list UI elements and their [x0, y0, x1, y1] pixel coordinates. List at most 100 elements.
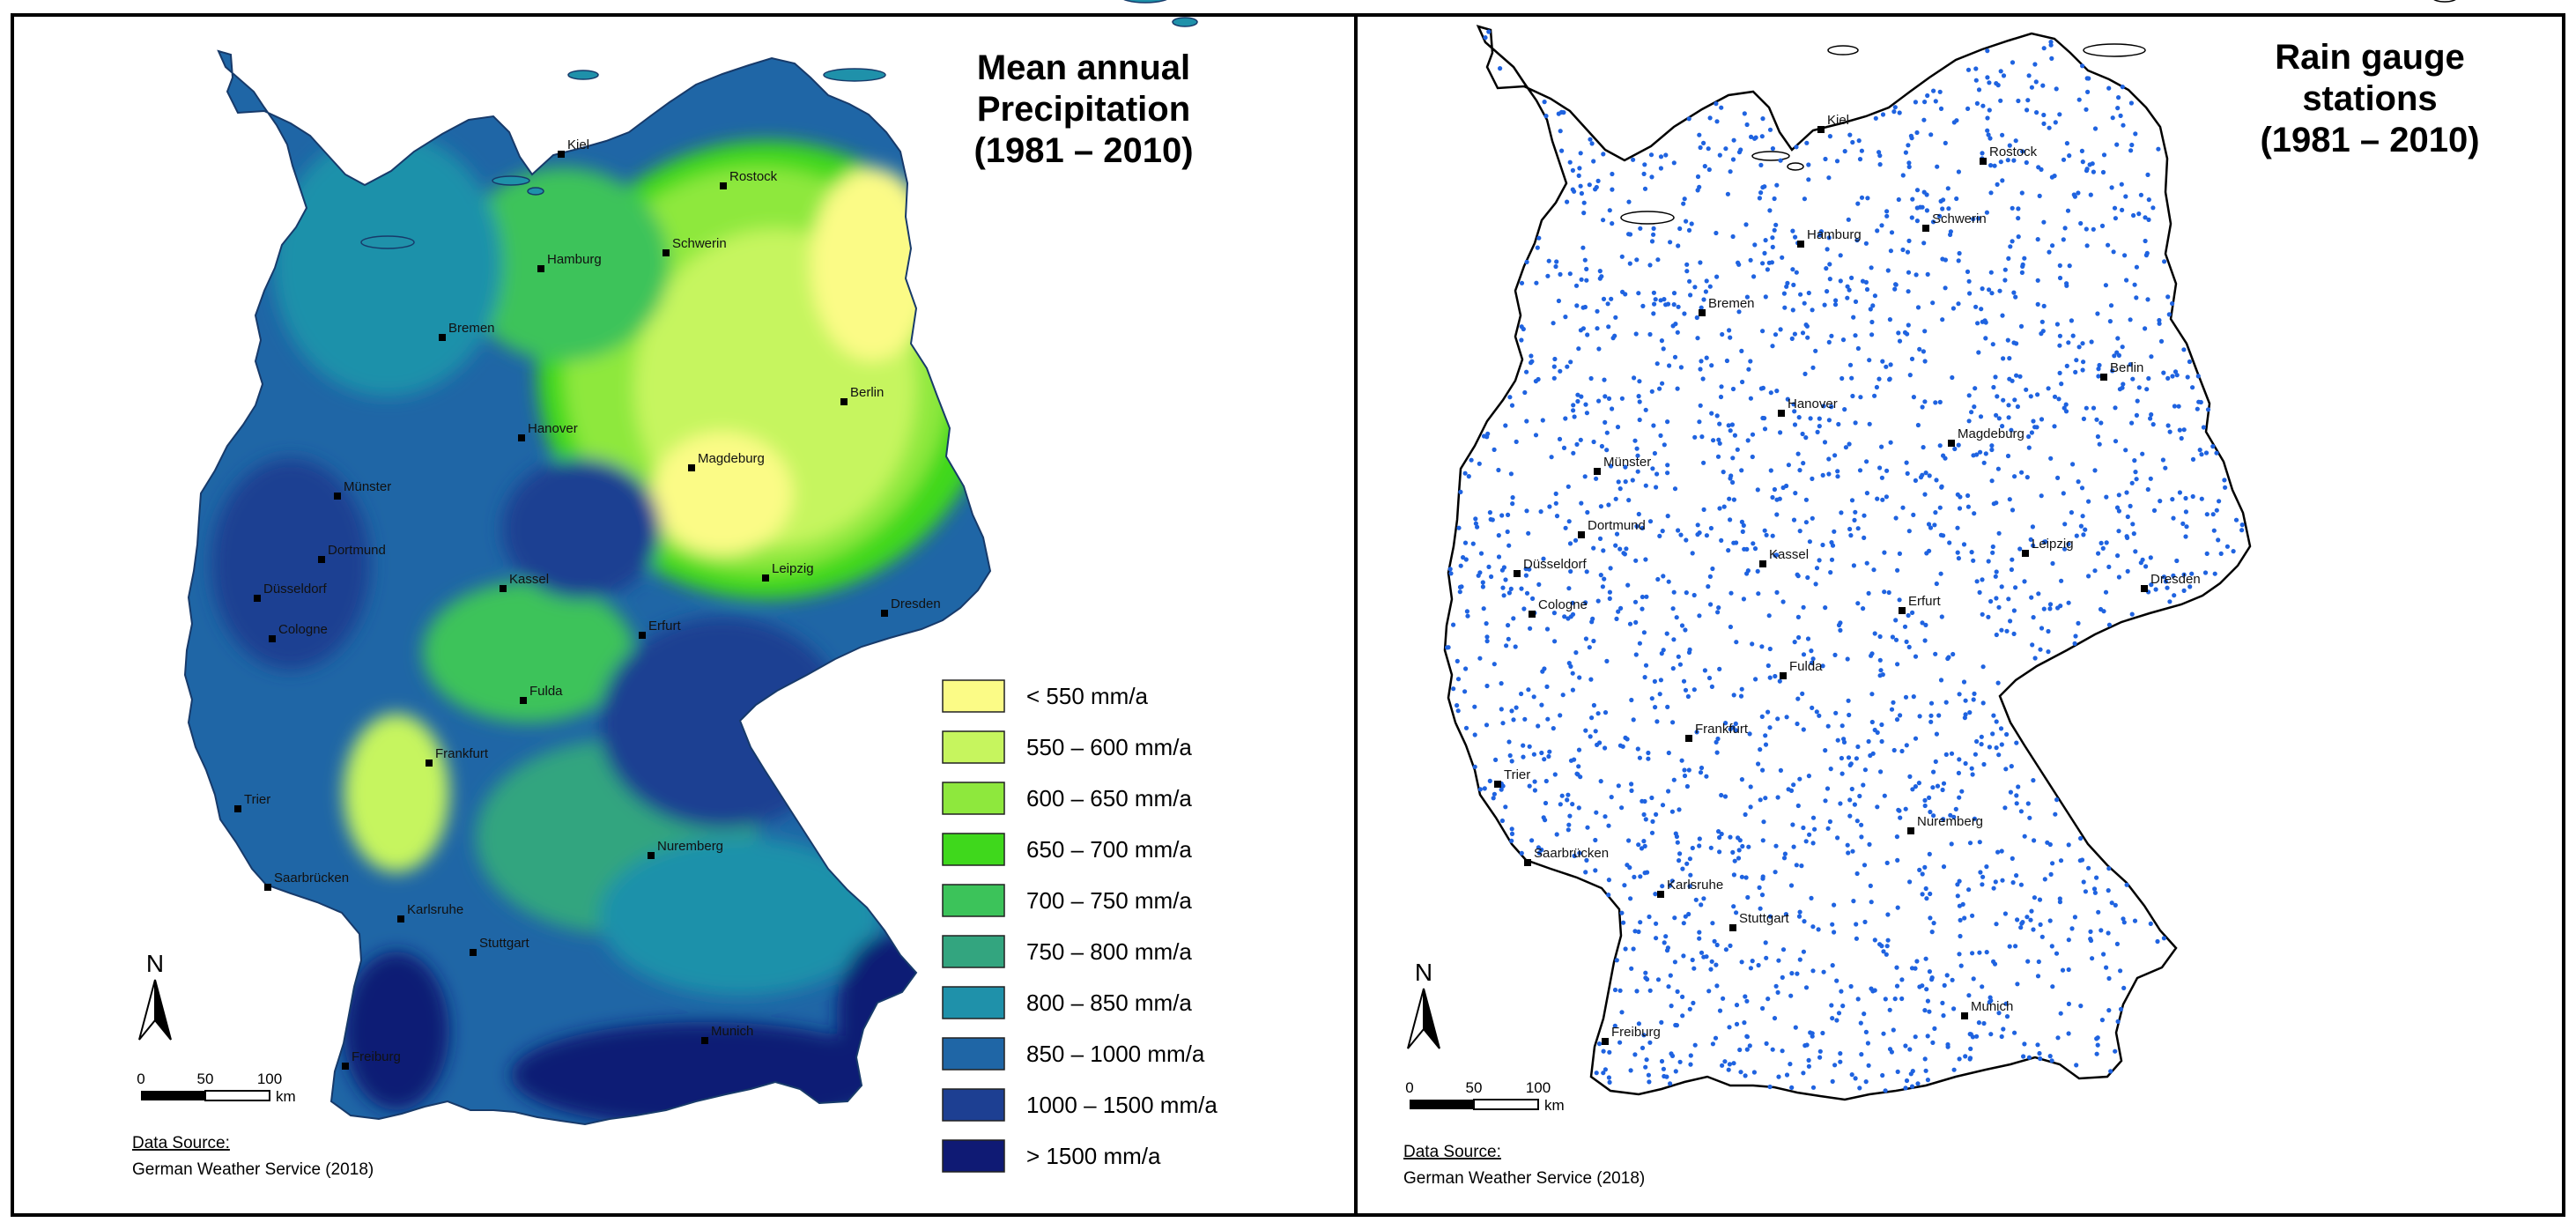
station-point [2096, 367, 2101, 372]
station-point [1699, 434, 1705, 440]
station-point [1764, 1041, 1769, 1046]
station-point [1446, 645, 1451, 650]
station-point [1463, 666, 1469, 671]
city-marker: Bremen [1699, 296, 1755, 316]
station-point [1877, 465, 1883, 471]
coastal-islands [360, 0, 1198, 249]
station-point [1717, 441, 1722, 446]
city-label: Cologne [278, 622, 328, 637]
city-label: Münster [344, 479, 391, 494]
station-point [1855, 997, 1861, 1002]
station-point [2094, 875, 2099, 880]
station-point [1648, 152, 1654, 158]
station-point [2076, 620, 2081, 626]
station-point [1988, 270, 1994, 275]
station-point [1925, 1078, 1930, 1083]
station-point [1607, 596, 1612, 602]
station-point [1810, 1031, 1815, 1036]
station-point [2025, 475, 2030, 480]
station-point [1992, 163, 1997, 168]
station-point [1673, 831, 1678, 836]
station-point [1645, 976, 1650, 982]
station-point [1996, 416, 2002, 421]
station-point [1978, 414, 1984, 419]
station-point [1848, 533, 1854, 538]
station-point [1843, 445, 1848, 450]
station-point [1695, 174, 1701, 180]
station-point [2177, 490, 2182, 495]
station-point [1660, 381, 1665, 386]
station-point [1602, 377, 1607, 382]
station-point [2181, 572, 2187, 577]
station-point [1704, 533, 1709, 538]
station-point [1694, 730, 1699, 735]
station-point [1797, 468, 1802, 473]
station-point [2129, 420, 2135, 426]
station-point [1847, 526, 1853, 532]
station-point [2185, 374, 2190, 380]
station-point [1937, 213, 1943, 219]
station-point [1638, 226, 1643, 231]
station-point [1944, 973, 1950, 978]
station-point [2054, 322, 2060, 327]
station-point [1714, 413, 1720, 419]
station-point [1910, 1069, 1915, 1074]
station-point [2064, 281, 2069, 286]
station-point [1736, 260, 1741, 265]
station-point [1810, 365, 1816, 370]
station-point [2081, 532, 2086, 537]
station-point [1553, 263, 1558, 270]
station-point [2118, 113, 2123, 118]
station-point [1546, 753, 1551, 759]
station-point [1455, 658, 1460, 664]
station-point [1930, 785, 1936, 790]
station-point [2011, 608, 2017, 613]
station-point [2039, 319, 2045, 324]
station-point [1857, 157, 1863, 162]
station-point [1572, 853, 1577, 859]
station-point [2091, 226, 2096, 232]
station-point [1632, 438, 1638, 443]
station-point [1653, 705, 1658, 710]
station-point [1914, 188, 1921, 193]
station-point [2143, 564, 2149, 569]
island-5 [1123, 0, 1167, 4]
station-point [1893, 515, 1899, 521]
station-point [1760, 838, 1765, 843]
station-point [1668, 883, 1673, 888]
station-point [1967, 841, 1973, 846]
station-point [1708, 525, 1714, 531]
city-marker: Dortmund [318, 543, 386, 563]
station-point [1619, 910, 1625, 915]
station-point [1692, 285, 1698, 290]
station-point [1551, 611, 1557, 616]
station-point [1985, 75, 1990, 80]
city-dot [1780, 672, 1787, 679]
station-point [1809, 648, 1814, 654]
city-label: Fulda [1789, 659, 1823, 674]
station-point [1835, 835, 1840, 841]
station-point [2106, 975, 2112, 982]
station-point [1976, 87, 1982, 93]
station-point [1918, 475, 1924, 480]
station-point [1780, 255, 1785, 260]
city-dot [2100, 374, 2107, 381]
city-label: Hanover [528, 421, 578, 436]
station-point [2033, 79, 2039, 85]
station-point [1684, 262, 1690, 267]
city-marker: Cologne [269, 622, 328, 642]
station-point [1800, 330, 1806, 336]
station-point [1728, 428, 1733, 433]
station-point [1714, 101, 1719, 107]
station-point [1743, 222, 1749, 227]
station-point [1642, 675, 1647, 680]
station-point [1735, 447, 1740, 452]
city-marker: Saarbrücken [264, 871, 349, 891]
station-point [1820, 1030, 1825, 1036]
station-point [1917, 346, 1922, 352]
station-point [2031, 419, 2036, 424]
station-point [1940, 206, 1945, 211]
station-point [1839, 510, 1844, 515]
station-point [2133, 549, 2138, 554]
station-point [1854, 819, 1860, 824]
